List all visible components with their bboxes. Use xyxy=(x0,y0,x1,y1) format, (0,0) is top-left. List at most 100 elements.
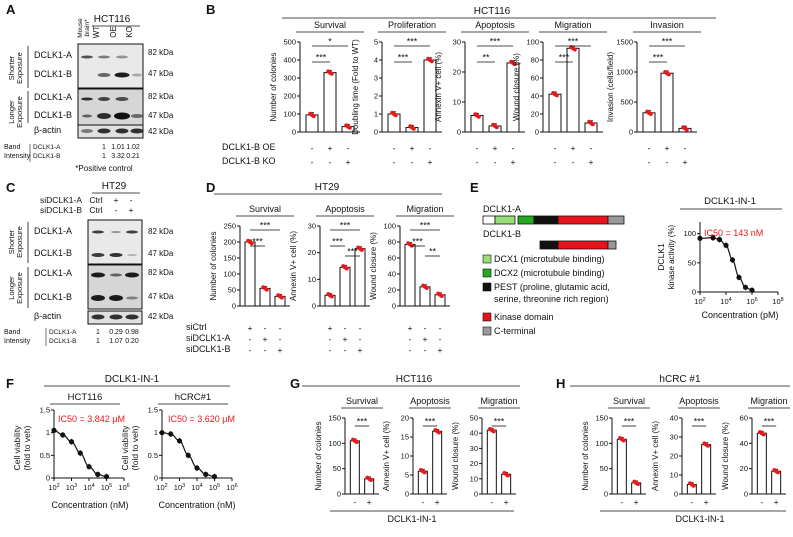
kda-label: 47 kDa xyxy=(148,292,174,301)
x-tick-base: 10 xyxy=(101,483,109,492)
blot-band xyxy=(97,113,111,119)
group-title: HCT116 xyxy=(474,6,511,17)
y-tick-label: 20 xyxy=(670,452,678,461)
y-tick-label: 1 xyxy=(46,428,50,437)
legend-label: serine, threonine rich region) xyxy=(494,294,609,304)
x-axis-label: Concentration (nM) xyxy=(51,500,128,510)
y-tick-label: 0 xyxy=(374,128,378,137)
intensity-value: 1 xyxy=(96,338,100,345)
y-tick-label: 50 xyxy=(228,286,236,295)
y-tick-label: 200 xyxy=(283,92,296,101)
y-tick-label: 40 xyxy=(740,439,748,448)
bar xyxy=(419,286,431,307)
blot-box-short xyxy=(87,219,143,265)
bar xyxy=(387,113,401,133)
y-tick-label: 60 xyxy=(740,414,748,423)
y-tick-label: 30 xyxy=(670,433,678,442)
band-intensity-label: Intensity xyxy=(4,153,31,160)
chart-title: Apoptosis xyxy=(325,204,365,214)
y-tick-label: 1500 xyxy=(616,38,633,47)
treatment-label: DCLK1-IN-1 xyxy=(675,514,724,524)
x-tick-exponent: 4 xyxy=(92,483,95,489)
y-tick-label: 50 xyxy=(470,414,478,423)
y-tick-label: 0 xyxy=(232,302,236,311)
chart-title: Apoptosis xyxy=(410,396,450,406)
x-tick-exponent: 4 xyxy=(729,297,732,303)
panel-letter-B: B xyxy=(206,2,215,17)
blot-band xyxy=(111,231,121,233)
bar xyxy=(305,114,319,133)
domain-cterm xyxy=(607,240,617,250)
treatment-sign: + xyxy=(248,323,253,333)
treatment-sign: - xyxy=(684,143,687,153)
band-intensity-label: Band xyxy=(4,144,20,151)
data-point xyxy=(505,473,510,478)
significance-label: *** xyxy=(694,417,705,427)
blot-row-label: β-actin xyxy=(34,125,61,135)
y-tick-label: 0 xyxy=(692,288,696,297)
bar xyxy=(323,72,337,133)
isoform-label: DCLK1-B xyxy=(483,229,521,239)
y-tick-label: 100 xyxy=(383,222,396,231)
significance-label: ** xyxy=(482,53,490,63)
x-tick-base: 10 xyxy=(772,297,780,306)
panel-letter-D: D xyxy=(206,180,215,195)
data-point xyxy=(572,47,577,52)
intensity-value: 1.02 xyxy=(126,144,140,151)
treatment-sign: - xyxy=(344,345,347,355)
y-tick-label: 15 xyxy=(401,433,409,442)
treatment-sign: + xyxy=(571,143,576,153)
y-tick-label: 20 xyxy=(401,414,409,423)
x-tick-base: 10 xyxy=(156,483,164,492)
y-tick-label: 30 xyxy=(470,444,478,453)
treatment-sign: - xyxy=(439,334,442,344)
blot-row-label: DCLK1-B xyxy=(34,69,72,79)
x-tick-label: 104 xyxy=(720,297,731,306)
bar xyxy=(501,473,512,495)
blot-band xyxy=(91,272,105,278)
y-tick-label: 150 xyxy=(595,414,608,423)
bar xyxy=(486,429,497,495)
blot-band xyxy=(98,97,110,101)
treatment-sign: - xyxy=(409,345,412,355)
treatment-label: siCtrl xyxy=(186,322,207,332)
chart-title: HCT116 xyxy=(68,392,103,403)
x-tick-base: 10 xyxy=(118,483,126,492)
y-tick-label: 5 xyxy=(405,471,409,480)
y-axis-label: Doubling time (Fold to WT) xyxy=(351,39,360,135)
data-point xyxy=(775,470,780,475)
panel-letter-G: G xyxy=(290,376,300,391)
ic50-label: IC50 = 3.842 μM xyxy=(58,414,125,424)
si-value: Ctrl xyxy=(89,195,102,205)
intensity-row-name: DCLK1-A xyxy=(49,329,77,336)
treatment-sign: - xyxy=(429,143,432,153)
y-tick-label: 0 xyxy=(392,302,396,311)
treatment-label: DCLK1-B OE xyxy=(222,142,276,152)
bar xyxy=(244,241,256,307)
blot-band xyxy=(115,97,129,101)
data-point xyxy=(279,295,284,300)
y-axis-label: Wound closure (%) xyxy=(369,232,378,300)
y-axis-label: Cell viability xyxy=(12,425,22,471)
treatment-sign: + xyxy=(634,497,639,507)
domain-dcx1 xyxy=(494,215,516,225)
y-tick-label: 0 xyxy=(535,128,539,137)
y-tick-label: 40 xyxy=(531,92,539,101)
significance-label: *** xyxy=(357,417,368,427)
y-tick-label: 300 xyxy=(283,74,296,83)
treatment-sign: - xyxy=(620,497,623,507)
lane-label: WT xyxy=(92,26,101,39)
y-tick-label: 30 xyxy=(308,222,316,231)
blot-cell-line: HT29 xyxy=(102,181,127,192)
significance-label: *** xyxy=(490,37,501,47)
y-tick-label: 4 xyxy=(374,56,378,65)
y-tick-label: 100 xyxy=(223,270,236,279)
treatment-sign: - xyxy=(424,345,427,355)
y-tick-label: 80 xyxy=(388,238,396,247)
blot-band xyxy=(115,128,129,134)
x-tick-exponent: 4 xyxy=(200,483,203,489)
treatment-sign: - xyxy=(512,143,515,153)
y-tick-label: 50 xyxy=(333,464,341,473)
y-tick-label: 10 xyxy=(308,275,316,284)
